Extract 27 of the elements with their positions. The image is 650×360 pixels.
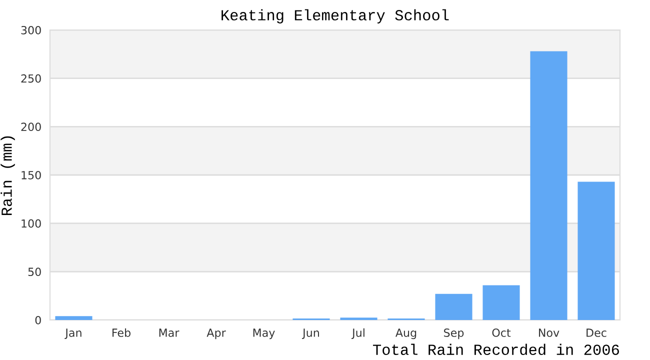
x-axis-title: Total Rain Recorded in 2006 — [373, 344, 619, 356]
chart-title: Keating Elementary School — [222, 9, 449, 24]
x-tick-label: Feb — [112, 328, 130, 337]
x-tick-label: May — [253, 328, 275, 340]
y-tick-label: 50 — [28, 268, 41, 276]
x-tick-label: Jul — [351, 328, 364, 339]
x-tick-label: Sep — [444, 328, 464, 340]
bar — [482, 285, 520, 320]
y-tick-label: 300 — [21, 26, 41, 34]
x-tick-label: Aug — [395, 328, 416, 340]
y-tick-label: 100 — [22, 219, 41, 228]
bar — [55, 316, 92, 320]
bar — [578, 182, 615, 320]
y-tick-label: 200 — [21, 122, 41, 132]
y-tick-label: 250 — [21, 74, 41, 83]
x-tick-label: Jun — [302, 328, 319, 339]
bar — [435, 294, 472, 320]
y-tick-label: 0 — [35, 316, 41, 324]
bar — [530, 51, 568, 320]
x-tick-label: Jan — [64, 328, 82, 339]
x-tick-label: Dec — [586, 328, 606, 337]
y-tick-label: 150 — [22, 170, 41, 180]
x-tick-label: Oct — [492, 328, 511, 337]
x-tick-label: Mar — [159, 328, 180, 337]
y-axis-title: Rain (mm) — [0, 136, 15, 216]
x-tick-label: Nov — [538, 328, 560, 337]
x-tick-label: Apr — [206, 328, 226, 340]
